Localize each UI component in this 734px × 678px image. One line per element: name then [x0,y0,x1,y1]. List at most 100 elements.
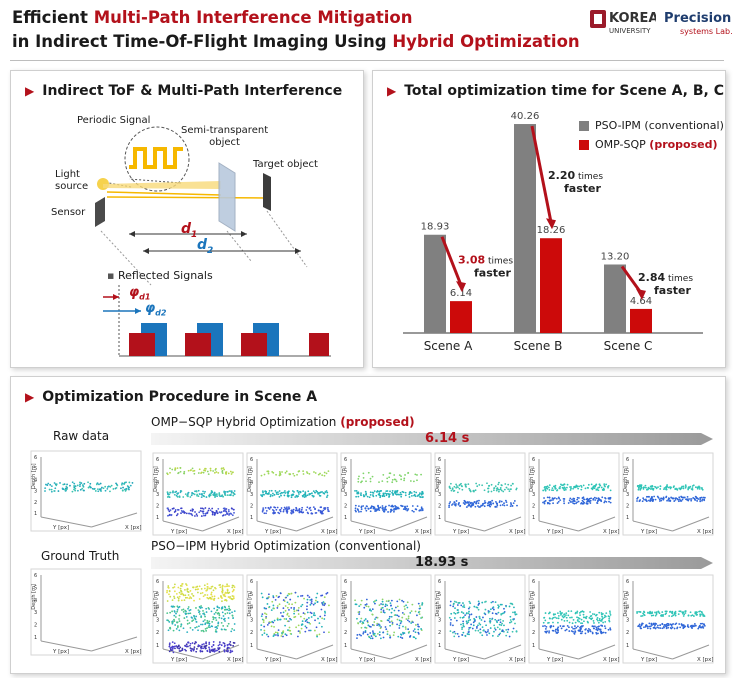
pso-plot-1-point [187,645,189,648]
pso-plot-3-point [384,626,387,628]
pso-plot-5-point [577,629,580,632]
omp-plot-3-point [404,474,406,476]
pso-plot-1-point [175,612,177,615]
omp-plot-1-point [167,507,169,510]
pso-plot-4-point [509,615,512,618]
pso-plot-5-point [592,620,595,622]
omp-plot-6-point [644,484,647,487]
pso-plot-1-point [184,596,187,599]
pso-plot-4-point [467,628,470,631]
phi-d2-label: φd2 [145,301,167,318]
pso-plot-2-point [301,623,304,626]
omp-plot-4-y-axis [444,520,485,532]
omp-plot-4-point [453,501,456,504]
pso-plot-3-point [368,625,371,628]
omp-plot-3-point [380,490,383,492]
pso-plot-3-point [421,603,423,606]
omp-plot-1-point [227,509,230,511]
pso-plot-6-point [670,615,673,618]
pso-plot-3-point [391,623,394,626]
omp-plot-1-point [183,470,186,473]
omp-plot-6-z-tick: 5 [626,469,629,475]
pso-plot-4-point [492,608,495,611]
omp-plot-3-point [354,489,356,492]
omp-plot-2-point [306,494,309,497]
pso-plot-6-point [639,627,642,630]
omp-plot-1-point [213,514,216,516]
ground-truth-label: Ground Truth [41,549,120,563]
svg-text:UNIVERSITY: UNIVERSITY [609,27,651,35]
pso-plot-6-point [701,611,703,614]
pso-plot-3-point [382,609,385,612]
pso-plot-4-point [497,635,499,638]
pso-plot-1-point [178,614,181,617]
pso-plot-1-point [185,645,188,648]
omp-plot-2-point [325,490,328,492]
omp-plot-5-point [582,484,585,487]
omp-plot-4-point [461,488,464,491]
omp-plot-2-point [301,494,304,497]
reflected-signals-label: ▪ Reflected Signals [107,269,213,282]
pso-plot-1-point [168,650,171,653]
pso-plot-4-point [485,600,487,603]
pso-plot-1-point [170,649,173,652]
category-label-2: Scene B [514,339,563,353]
omp-plot-5-point [569,501,572,503]
pso-plot-1-point [224,628,227,631]
pso-plot-1-point [184,609,187,612]
pso-plot-1-point [211,625,214,628]
omp-plot-1-point [173,493,176,496]
omp-plot-6-point [659,485,662,488]
pso-plot-5-point [557,621,559,624]
pso-plot-2-point [260,592,263,595]
raw-data-plot-point [121,489,124,492]
pso-plot-2-point [303,617,306,620]
pso-plot-1-point [198,598,201,600]
pso-plot-3-point [380,608,383,611]
omp-plot-4-point [448,504,451,507]
pso-plot-2-point [286,594,289,597]
pso-plot-1-point [231,598,234,601]
omp-plot-2-point [269,495,272,498]
omp-plot-3-point [373,490,376,493]
pso-plot-1-point [194,626,197,629]
omp-plot-2-point [277,491,279,493]
pso-plot-5-point [548,631,550,634]
raw-data-plot-point [73,486,76,489]
omp-plot-1-point [192,470,194,472]
omp-plot-1-point [218,493,221,496]
pso-plot-2-point [288,626,291,629]
pso-plot-5-point [544,612,547,614]
pso-plot-3-point [369,632,372,634]
omp-plot-1-point [168,510,171,513]
pso-plot-4-point [482,629,485,632]
omp-plot-4-point [487,487,489,490]
raw-data-plot-point [97,490,100,493]
pso-plot-2-point [315,626,318,629]
pso-plot-2-point [321,602,323,604]
pso-plot-2-point [272,621,275,624]
omp-plot-4-point [495,489,498,492]
omp-plot-2-point [294,496,297,498]
omp-plot-3-point [354,507,357,510]
pso-plot-1-point [204,622,207,625]
omp-plot-1-point [176,513,179,515]
speedup-label-2: 2.20 times [548,169,603,182]
pso-plot-3-z-tick: 4 [344,605,347,611]
omp-plot-5-point [548,502,551,505]
pso-plot-4-point [474,629,477,632]
pso-plot-1-point [227,617,230,619]
pso-plot-1-point [176,646,179,648]
omp-plot-6-point [666,499,668,502]
omp-plot-2-point [317,473,320,476]
omp-plot-6-point [654,498,657,501]
pso-plot-4-point [478,616,481,618]
omp-plot-3-point [374,508,377,510]
omp-plot-6-point [651,498,654,500]
pso-plot-1-point [226,644,229,646]
omp-plot-2-point [275,493,278,495]
omp-plot-3-point [358,505,360,508]
pso-plot-3-point [396,605,399,608]
omp-plot-5-point [568,499,571,502]
omp-plot-1-point [221,470,224,473]
